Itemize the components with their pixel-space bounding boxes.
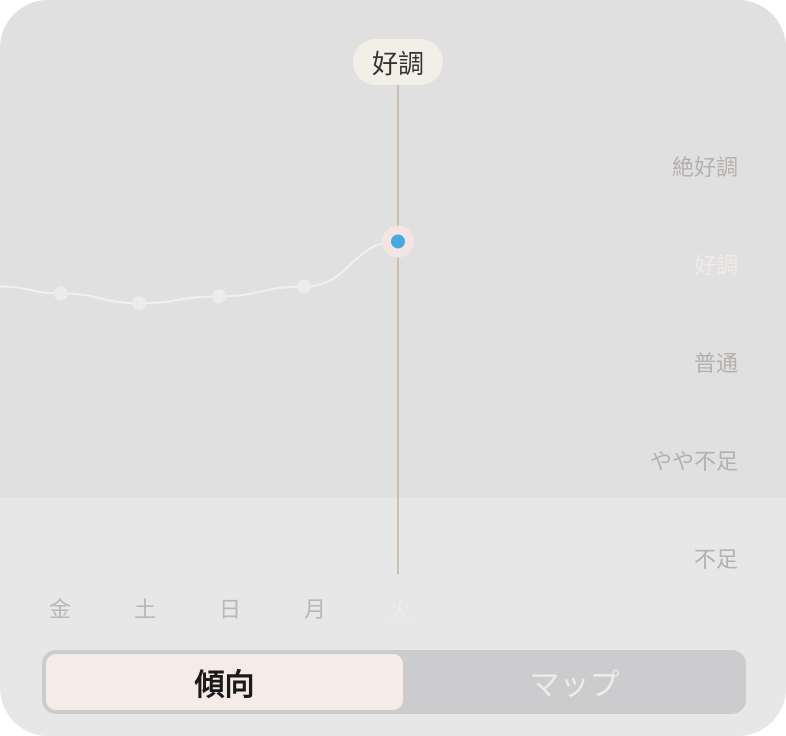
x-tick-label: 月 [303, 598, 327, 623]
tab-trend[interactable]: 傾向 [46, 654, 403, 710]
x-tick-label: 火 [388, 598, 412, 623]
y-tick-label: 普通 [693, 352, 738, 377]
x-tick-label: 日 [218, 598, 242, 623]
y-tick-label: 好調 [693, 254, 738, 279]
data-point [212, 289, 226, 304]
selected-tooltip: 好調 [353, 39, 443, 85]
y-tick-label: 絶好調 [671, 156, 738, 181]
data-point [54, 286, 68, 301]
x-tick-label: 土 [133, 598, 157, 623]
selected-point [391, 234, 405, 249]
tab-map[interactable]: マップ [529, 668, 620, 703]
view-segmented-control: 傾向 マップ [42, 650, 746, 714]
data-point [132, 296, 146, 311]
x-tick-label: 金 [48, 598, 72, 623]
y-tick-label: やや不足 [649, 450, 738, 475]
data-point [297, 279, 311, 294]
y-tick-label: 不足 [693, 548, 738, 573]
